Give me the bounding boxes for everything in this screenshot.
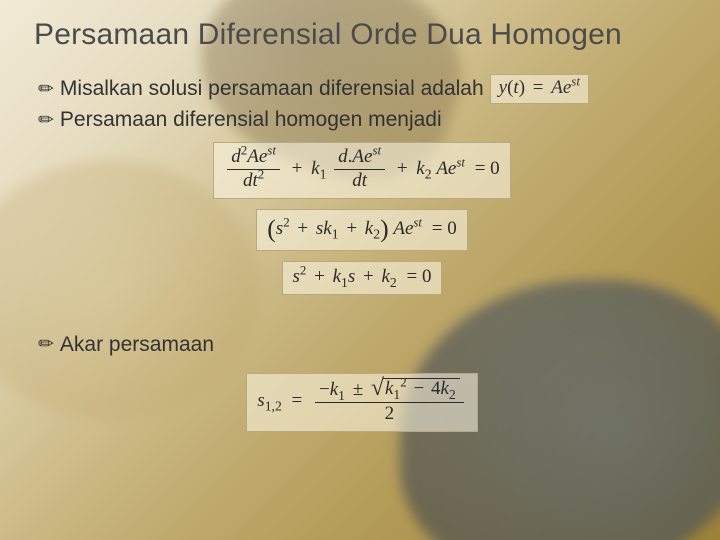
slide-container: Persamaan Diferensial Orde Dua Homogen ✏… xyxy=(0,0,720,540)
equation-2-row: (s2 + sk1 + k2) Aest = 0 xyxy=(38,209,686,251)
bullet-1: ✏ Misalkan solusi persamaan diferensial … xyxy=(38,74,686,104)
equation-factored: (s2 + sk1 + k2) Aest = 0 xyxy=(256,209,467,251)
equation-roots: s1,2 = −k1 ± √ k12 − 4k2 xyxy=(246,373,477,432)
bullet-icon: ✏ xyxy=(38,335,54,354)
bullet-icon: ✏ xyxy=(38,80,54,99)
bullet-list: ✏ Misalkan solusi persamaan diferensial … xyxy=(38,74,686,432)
equation-characteristic: s2 + k1s + k2 = 0 xyxy=(282,261,443,295)
equation-4-row: s1,2 = −k1 ± √ k12 − 4k2 xyxy=(38,373,686,432)
bullet-3-text: Akar persamaan xyxy=(60,333,214,357)
slide-title: Persamaan Diferensial Orde Dua Homogen xyxy=(34,18,686,52)
bullet-2: ✏ Persamaan diferensial homogen menjadi xyxy=(38,108,686,132)
equation-1-row: d2Aest dt2 + k1 d.Aest dt + k2 Aest = 0 xyxy=(38,142,686,199)
bullet-icon: ✏ xyxy=(38,111,54,130)
equation-solution-form: y(t) = Aest xyxy=(490,74,589,104)
bullet-2-text: Persamaan diferensial homogen menjadi xyxy=(60,108,442,132)
bullet-1-text: Misalkan solusi persamaan diferensial ad… xyxy=(60,77,484,101)
equation-3-row: s2 + k1s + k2 = 0 xyxy=(38,261,686,295)
bullet-3: ✏ Akar persamaan xyxy=(38,333,686,357)
equation-ode-substituted: d2Aest dt2 + k1 d.Aest dt + k2 Aest = 0 xyxy=(213,142,510,199)
